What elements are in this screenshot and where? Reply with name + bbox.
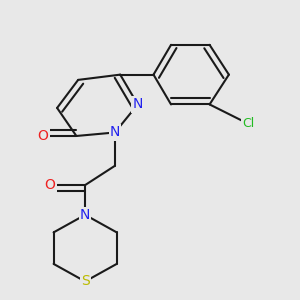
Text: N: N (133, 98, 143, 111)
Text: N: N (80, 208, 90, 222)
Text: N: N (110, 125, 120, 140)
Text: O: O (45, 178, 56, 192)
Text: S: S (81, 274, 89, 288)
Text: Cl: Cl (242, 117, 254, 130)
Text: O: O (38, 129, 49, 143)
